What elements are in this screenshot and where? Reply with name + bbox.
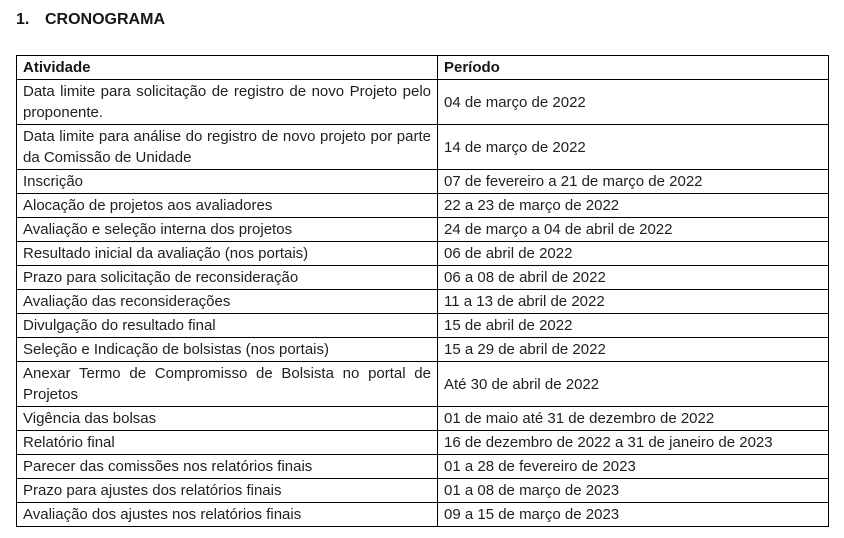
activity-cell: Alocação de projetos aos avaliadores xyxy=(16,193,438,218)
table-row: Avaliação das reconsiderações 11 a 13 de … xyxy=(16,289,829,314)
table-row: Divulgação do resultado final 15 de abril… xyxy=(16,313,829,338)
table-row: Avaliação e seleção interna dos projetos… xyxy=(16,217,829,242)
table-header-row: Atividade Período xyxy=(16,55,829,80)
cronograma-table: Atividade Período Data limite para solic… xyxy=(16,55,829,527)
column-header-periodo: Período xyxy=(437,55,829,80)
period-cell: 07 de fevereiro a 21 de março de 2022 xyxy=(437,169,829,194)
activity-cell: Avaliação e seleção interna dos projetos xyxy=(16,217,438,242)
activity-cell: Prazo para solicitação de reconsideração xyxy=(16,265,438,290)
table-row: Inscrição 07 de fevereiro a 21 de março d… xyxy=(16,169,829,194)
activity-cell: Data limite para análise do registro de … xyxy=(16,124,438,170)
activity-cell: Parecer das comissões nos relatórios fin… xyxy=(16,454,438,479)
activity-cell: Data limite para solicitação de registro… xyxy=(16,79,438,125)
period-cell: 01 a 08 de março de 2023 xyxy=(437,478,829,503)
table-row: Prazo para ajustes dos relatórios finais… xyxy=(16,478,829,503)
table-row: Relatório final 16 de dezembro de 2022 a … xyxy=(16,430,829,455)
activity-cell: Avaliação das reconsiderações xyxy=(16,289,438,314)
period-cell: 09 a 15 de março de 2023 xyxy=(437,502,829,527)
period-cell: Até 30 de abril de 2022 xyxy=(437,361,829,407)
activity-cell: Avaliação dos ajustes nos relatórios fin… xyxy=(16,502,438,527)
activity-cell: Anexar Termo de Compromisso de Bolsista … xyxy=(16,361,438,407)
document-page: 1. CRONOGRAMA Atividade Período Data lim… xyxy=(16,10,829,527)
activity-cell: Resultado inicial da avaliação (nos port… xyxy=(16,241,438,266)
activity-cell: Seleção e Indicação de bolsistas (nos po… xyxy=(16,337,438,362)
table-row: Avaliação dos ajustes nos relatórios fin… xyxy=(16,502,829,527)
table-row: Parecer das comissões nos relatórios fin… xyxy=(16,454,829,479)
period-cell: 15 de abril de 2022 xyxy=(437,313,829,338)
table-row: Seleção e Indicação de bolsistas (nos po… xyxy=(16,337,829,362)
column-header-atividade: Atividade xyxy=(16,55,438,80)
section-title: CRONOGRAMA xyxy=(45,11,165,28)
period-cell: 24 de março a 04 de abril de 2022 xyxy=(437,217,829,242)
table-row: Data limite para solicitação de registro… xyxy=(16,79,829,125)
section-heading: 1. CRONOGRAMA xyxy=(16,10,828,29)
table-row: Prazo para solicitação de reconsideração… xyxy=(16,265,829,290)
period-cell: 14 de março de 2022 xyxy=(437,124,829,170)
period-cell: 16 de dezembro de 2022 a 31 de janeiro d… xyxy=(437,430,829,455)
table-row: Data limite para análise do registro de … xyxy=(16,124,829,170)
period-cell: 04 de março de 2022 xyxy=(437,79,829,125)
table-row: Resultado inicial da avaliação (nos port… xyxy=(16,241,829,266)
period-cell: 11 a 13 de abril de 2022 xyxy=(437,289,829,314)
period-cell: 15 a 29 de abril de 2022 xyxy=(437,337,829,362)
period-cell: 01 de maio até 31 de dezembro de 2022 xyxy=(437,406,829,431)
table-row: Alocação de projetos aos avaliadores 22 a… xyxy=(16,193,829,218)
period-cell: 06 a 08 de abril de 2022 xyxy=(437,265,829,290)
activity-cell: Divulgação do resultado final xyxy=(16,313,438,338)
table-row: Vigência das bolsas 01 de maio até 31 de … xyxy=(16,406,829,431)
table-body: Data limite para solicitação de registro… xyxy=(16,79,829,527)
table-row: Anexar Termo de Compromisso de Bolsista … xyxy=(16,361,829,407)
period-cell: 22 a 23 de março de 2022 xyxy=(437,193,829,218)
period-cell: 06 de abril de 2022 xyxy=(437,241,829,266)
activity-cell: Relatório final xyxy=(16,430,438,455)
period-cell: 01 a 28 de fevereiro de 2023 xyxy=(437,454,829,479)
activity-cell: Vigência das bolsas xyxy=(16,406,438,431)
activity-cell: Prazo para ajustes dos relatórios finais xyxy=(16,478,438,503)
activity-cell: Inscrição xyxy=(16,169,438,194)
section-number: 1. xyxy=(16,11,30,28)
